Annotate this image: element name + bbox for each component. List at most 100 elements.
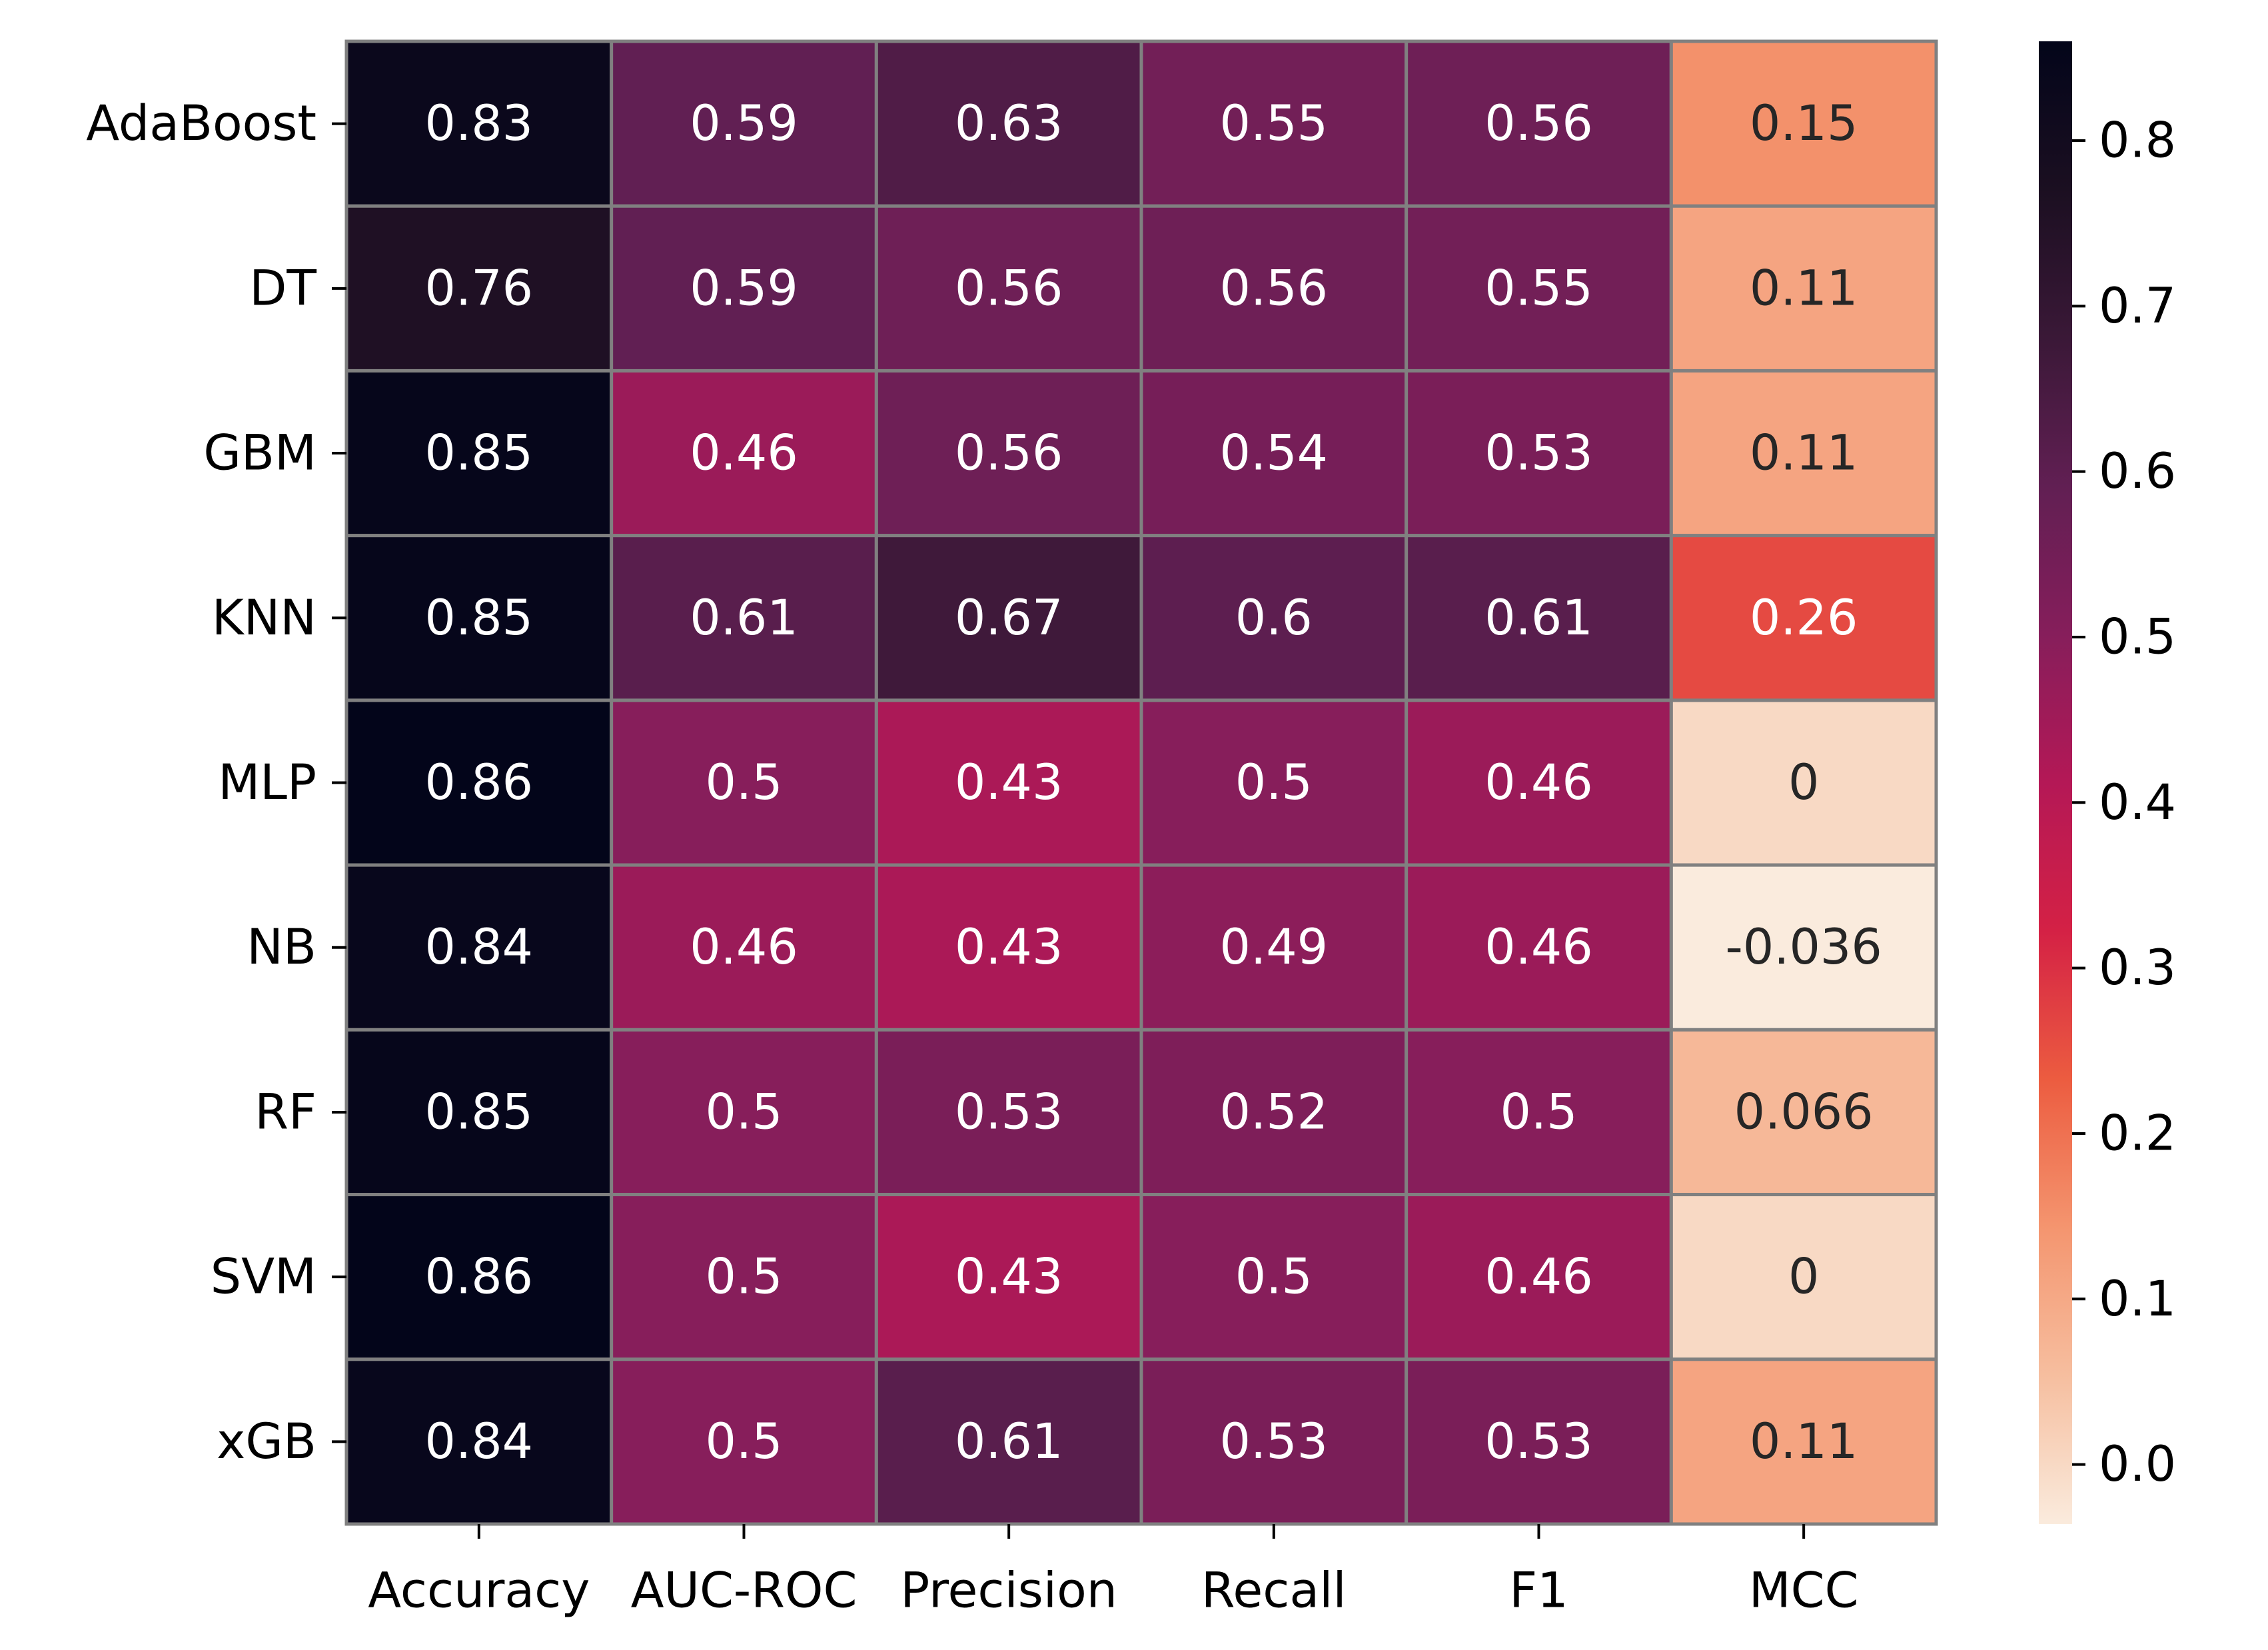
cell-annotation: 0.066 <box>1734 1084 1874 1140</box>
y-tick-label-rf: RF <box>255 1084 316 1140</box>
colorbar-gradient <box>2039 41 2072 1524</box>
cell-annotation: 0.56 <box>955 260 1063 317</box>
colorbar: 0.0 0.1 0.2 0.3 0.4 0.5 0.6 0.7 0.8 <box>2039 41 2176 1524</box>
x-tick-label-recall: Recall <box>1201 1563 1347 1619</box>
cell-annotation: 0.67 <box>955 590 1063 646</box>
x-tick-label-mcc: MCC <box>1749 1563 1859 1619</box>
cell-annotation: 0.84 <box>425 1413 534 1470</box>
cell-annotation: 0.84 <box>425 919 534 976</box>
heatmap-cell-dt-recall <box>1139 204 1409 373</box>
x-tick-label-accuracy: Accuracy <box>368 1563 590 1619</box>
cell-annotation: 0.76 <box>425 260 534 317</box>
cell-annotation: 0.5 <box>705 1084 782 1140</box>
cell-annotation: 0.43 <box>955 919 1063 976</box>
cell-annotation: 0.85 <box>425 425 534 482</box>
heatmap-cell-svm-accuracy <box>344 1193 614 1361</box>
heatmap-cell-svm-precision <box>874 1193 1143 1361</box>
cell-annotation: 0.59 <box>690 95 798 152</box>
cell-annotation: 0.61 <box>690 590 798 646</box>
cell-annotation: 0.56 <box>1484 95 1593 152</box>
heatmap-cell-knn-f1 <box>1405 534 1673 702</box>
y-tick-label-knn: KNN <box>212 590 316 646</box>
cell-annotation: 0.5 <box>1235 1249 1313 1305</box>
y-tick-label-xgb: xGB <box>217 1413 316 1470</box>
heatmap-cell-mlp-f1 <box>1405 698 1673 867</box>
x-tick-label-auc-roc: AUC-ROC <box>631 1563 857 1619</box>
heatmap-cell-xgb-accuracy <box>344 1357 614 1526</box>
heatmap-cell-mlp-precision <box>874 698 1143 867</box>
colorbar-tick-label: 0.4 <box>2099 774 2176 831</box>
heatmap-cell-adaboost-precision <box>874 39 1143 208</box>
heatmap-cell-nb-accuracy <box>344 863 614 1032</box>
heatmap-cell-adaboost-accuracy <box>344 39 614 208</box>
cell-annotation: 0.85 <box>425 590 534 646</box>
cell-annotation: 0.11 <box>1750 425 1858 482</box>
cell-annotation: 0.53 <box>955 1084 1063 1140</box>
colorbar-tick-label: 0.1 <box>2099 1271 2176 1327</box>
cell-annotation: 0.11 <box>1750 260 1858 317</box>
cell-annotation: 0.6 <box>1235 590 1313 646</box>
cell-annotation: 0.53 <box>1484 425 1593 482</box>
heatmap-cell-nb-mcc <box>1669 863 1938 1032</box>
cell-annotation: 0.5 <box>705 754 782 811</box>
x-tick-label-f1: F1 <box>1509 1563 1568 1619</box>
cell-annotation: 0.46 <box>1484 1249 1593 1305</box>
cell-annotation: 0.85 <box>425 1084 534 1140</box>
cell-annotation: 0.46 <box>690 919 798 976</box>
y-tick-label-dt: DT <box>249 260 316 317</box>
y-axis: AdaBoost DT GBM KNN MLP NB RF SVM xGB <box>86 95 346 1470</box>
colorbar-tick-label: 0.8 <box>2099 112 2176 169</box>
x-axis: Accuracy AUC-ROC Precision Recall F1 MCC <box>368 1524 1859 1619</box>
cell-annotation: 0.55 <box>1220 95 1329 152</box>
heatmap-cell-rf-mcc <box>1669 1028 1938 1197</box>
cell-annotation: 0.5 <box>1235 754 1313 811</box>
heatmap-cell-rf-recall <box>1139 1028 1409 1197</box>
heatmap-cell-xgb-mcc <box>1669 1357 1938 1526</box>
cell-annotation: 0.52 <box>1220 1084 1329 1140</box>
y-tick-label-gbm: GBM <box>203 425 316 482</box>
heatmap-cell-dt-mcc <box>1669 204 1938 373</box>
heatmap-cell-xgb-auc-roc <box>610 1357 878 1526</box>
colorbar-tick-label: 0.3 <box>2099 940 2176 996</box>
colorbar-tick-label: 0.7 <box>2099 278 2176 335</box>
heatmap-cell-mlp-accuracy <box>344 698 614 867</box>
heatmap-cell-gbm-recall <box>1139 369 1409 538</box>
cell-annotation: 0.54 <box>1220 425 1329 482</box>
heatmap-cell-knn-precision <box>874 534 1143 702</box>
cell-annotation: 0.63 <box>955 95 1063 152</box>
colorbar-tick-label: 0.2 <box>2099 1105 2176 1162</box>
heatmap-cell-rf-accuracy <box>344 1028 614 1197</box>
cell-annotation: 0.56 <box>1220 260 1329 317</box>
cell-annotation: 0.43 <box>955 1249 1063 1305</box>
cell-annotation: 0.86 <box>425 1249 534 1305</box>
cell-annotation: 0 <box>1788 754 1819 811</box>
cell-annotation: 0.86 <box>425 754 534 811</box>
heatmap-cell-dt-auc-roc <box>610 204 878 373</box>
cell-annotations: 0.83 0.59 0.63 0.55 0.56 0.15 0.76 0.59 0.56 0.56… <box>425 95 1882 1470</box>
cell-annotation: 0.53 <box>1220 1413 1329 1470</box>
cell-annotation: 0.59 <box>690 260 798 317</box>
cell-annotation: 0.5 <box>1500 1084 1577 1140</box>
y-tick-label-adaboost: AdaBoost <box>86 95 316 152</box>
heatmap-cell-knn-accuracy <box>344 534 614 702</box>
heatmap-cell-adaboost-auc-roc <box>610 39 878 208</box>
heatmap-cell-rf-precision <box>874 1028 1143 1197</box>
heatmap-cell-mlp-mcc <box>1669 698 1938 867</box>
heatmap-cell-knn-auc-roc <box>610 534 878 702</box>
heatmap-cell-xgb-f1 <box>1405 1357 1673 1526</box>
heatmap-cell-gbm-auc-roc <box>610 369 878 538</box>
y-tick-label-nb: NB <box>247 919 316 976</box>
cell-annotation: 0.46 <box>690 425 798 482</box>
heatmap-cell-gbm-f1 <box>1405 369 1673 538</box>
colorbar-tick-label: 0.6 <box>2099 443 2176 500</box>
heatmap-cell-knn-recall <box>1139 534 1409 702</box>
cell-annotation: 0.5 <box>705 1413 782 1470</box>
colorbar-tick-label: 0.5 <box>2099 608 2176 665</box>
cell-annotation: 0.5 <box>705 1249 782 1305</box>
heatmap-cell-svm-recall <box>1139 1193 1409 1361</box>
cell-annotation: 0 <box>1788 1249 1819 1305</box>
heatmap-cells <box>344 39 1938 1526</box>
cell-annotation: 0.26 <box>1750 590 1858 646</box>
cell-annotation: 0.56 <box>955 425 1063 482</box>
heatmap-cell-mlp-recall <box>1139 698 1409 867</box>
